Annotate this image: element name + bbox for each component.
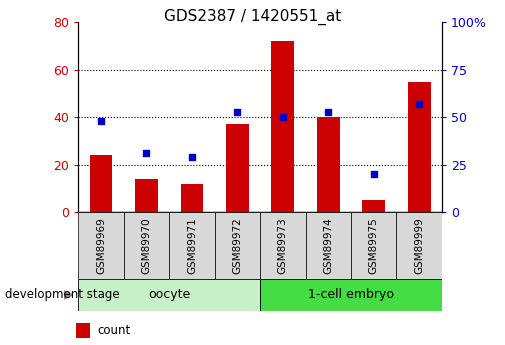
Bar — [78, 212, 124, 279]
Bar — [351, 212, 396, 279]
Text: 1-cell embryo: 1-cell embryo — [308, 288, 394, 302]
Bar — [215, 212, 260, 279]
Bar — [181, 184, 203, 212]
Point — [233, 109, 241, 114]
Point — [324, 109, 332, 114]
Point — [370, 171, 378, 177]
Point — [188, 154, 196, 160]
Text: GSM89973: GSM89973 — [278, 217, 288, 274]
Point — [415, 101, 423, 107]
Point — [279, 115, 287, 120]
Text: GSM89972: GSM89972 — [232, 217, 242, 274]
Text: GDS2387 / 1420551_at: GDS2387 / 1420551_at — [164, 9, 341, 25]
Bar — [135, 179, 158, 212]
Text: GSM89969: GSM89969 — [96, 217, 106, 274]
Bar — [76, 323, 90, 338]
Text: count: count — [97, 324, 131, 337]
Text: GSM89971: GSM89971 — [187, 217, 197, 274]
Bar — [317, 117, 340, 212]
Text: development stage: development stage — [5, 288, 120, 302]
Bar — [226, 125, 249, 212]
Bar — [78, 279, 260, 311]
Text: oocyte: oocyte — [148, 288, 190, 302]
Bar — [260, 279, 442, 311]
Bar — [260, 212, 306, 279]
Point — [142, 150, 150, 156]
Text: GSM89999: GSM89999 — [414, 217, 424, 274]
Text: GSM89974: GSM89974 — [323, 217, 333, 274]
Bar — [90, 155, 113, 212]
Bar — [408, 82, 431, 212]
Bar — [124, 212, 169, 279]
Text: GSM89975: GSM89975 — [369, 217, 379, 274]
Bar — [396, 212, 442, 279]
Point — [97, 118, 105, 124]
Bar — [306, 212, 351, 279]
Text: GSM89970: GSM89970 — [141, 217, 152, 274]
Bar — [272, 41, 294, 212]
Bar — [363, 200, 385, 212]
Bar — [169, 212, 215, 279]
